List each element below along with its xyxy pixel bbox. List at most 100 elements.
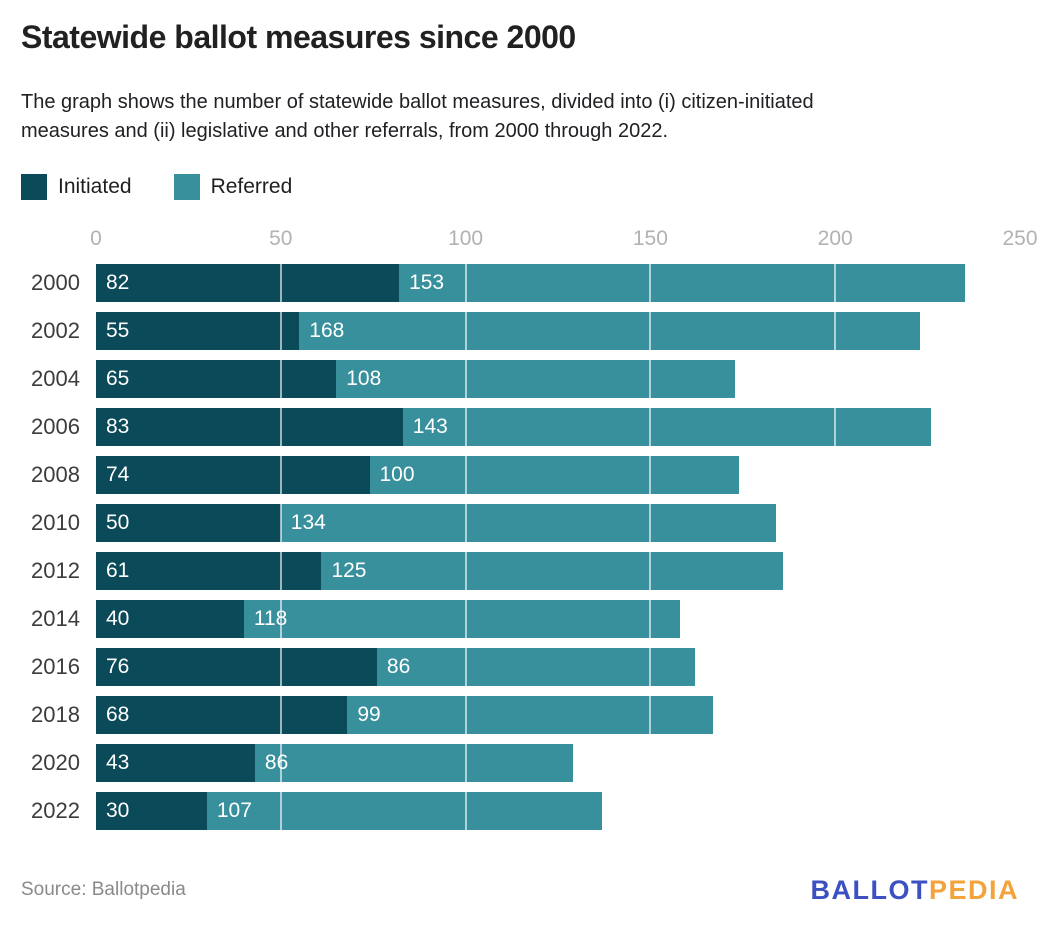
bar-value-label: 40 (106, 607, 130, 630)
bar-value-label: 118 (253, 607, 288, 630)
x-axis-tick: 200 (817, 227, 853, 250)
chart-row: 2022 30 107 (21, 792, 1020, 830)
legend-item-initiated: Initiated (21, 174, 132, 200)
logo-text-pedia: PEDIA (928, 875, 1019, 905)
chart-row: 2002 55 168 (21, 312, 1020, 350)
chart-row: 2012 61 125 (21, 552, 1020, 590)
gridline (834, 552, 837, 590)
x-axis: 0 50 100 150 200 250 (21, 227, 1037, 251)
bar-value-label: 143 (412, 415, 448, 438)
bar-segment-initiated: 83 (96, 408, 403, 446)
bar-track: 74 100 (96, 456, 1020, 494)
bar-segment-referred: 99 (347, 696, 714, 734)
bar-track: 30 107 (96, 792, 1020, 830)
bar-segment-referred: 168 (299, 312, 921, 350)
year-label: 2018 (31, 702, 80, 727)
bar-track: 65 108 (96, 360, 1020, 398)
bar-value-label: 86 (386, 655, 411, 678)
bar-segment-referred: 143 (402, 408, 932, 446)
bar-value-label: 108 (346, 367, 382, 390)
x-axis-tick: 0 (90, 227, 102, 250)
logo-text-ballot: BALLOT (810, 875, 929, 905)
year-label: 2016 (31, 654, 80, 679)
gridline (834, 360, 837, 398)
gridline (834, 456, 837, 494)
x-axis-tick: 50 (269, 227, 293, 250)
gridline (834, 744, 837, 782)
bar-track: 50 134 (96, 504, 1020, 542)
chart-description-line-1: The graph shows the number of statewide … (21, 91, 814, 113)
chart-row: 2000 82 153 (21, 264, 1020, 302)
chart-row: 2008 74 100 (21, 456, 1020, 494)
x-axis-tick: 250 (1002, 227, 1038, 250)
referred-swatch-icon (173, 174, 200, 200)
bar-segment-referred: 86 (376, 648, 695, 686)
chart-description-line-2: measures and (ii) legislative and other … (21, 120, 669, 142)
bar-segment-initiated: 30 (96, 792, 207, 830)
chart-row: 2020 43 86 (21, 744, 1020, 782)
x-axis-ticks: 0 50 100 150 200 250 (90, 227, 1037, 251)
bar-value-label: 86 (264, 751, 289, 774)
year-label: 2002 (31, 318, 80, 343)
gridline (834, 504, 837, 542)
bar-track: 40 118 (96, 600, 1020, 638)
bar-value-label: 61 (106, 559, 130, 582)
gridline (834, 648, 837, 686)
gridline (649, 744, 652, 782)
gridline (649, 792, 652, 830)
bar-value-label: 153 (409, 271, 445, 294)
bar-segment-referred: 100 (369, 456, 740, 494)
bar-track: 82 153 (96, 264, 1020, 302)
source-attribution: Source: Ballotpedia (21, 879, 186, 900)
chart-row: 2014 40 118 (21, 600, 1020, 638)
bar-segment-initiated: 61 (96, 552, 322, 590)
bar-segment-initiated: 50 (96, 504, 281, 542)
legend-item-referred: Referred (173, 174, 292, 200)
bar-value-label: 100 (379, 463, 415, 486)
year-label: 2014 (31, 606, 80, 631)
chart-row: 2006 83 143 (21, 408, 1020, 446)
bar-track: 83 143 (96, 408, 1020, 446)
bar-value-label: 50 (106, 511, 130, 534)
year-label: 2022 (31, 798, 80, 823)
bar-track: 68 99 (96, 696, 1020, 734)
axis-spacer (21, 227, 96, 251)
legend: Initiated Referred (21, 174, 1020, 200)
bar-chart: 2000 82 153 2002 55 168 2004 65 108 2006 83 143 2008… (21, 264, 1020, 830)
x-axis-tick: 150 (632, 227, 668, 250)
year-label: 2020 (31, 750, 80, 775)
year-label: 2008 (31, 462, 80, 487)
footer: Source: Ballotpedia BALLOTPEDIA (21, 874, 1019, 906)
bar-segment-initiated: 68 (96, 696, 348, 734)
gridline (834, 600, 837, 638)
bar-value-label: 82 (106, 271, 130, 294)
chart-row: 2004 65 108 (21, 360, 1020, 398)
initiated-swatch-icon (21, 174, 47, 200)
bar-track: 43 86 (96, 744, 1020, 782)
bar-value-label: 83 (106, 415, 130, 438)
bar-value-label: 55 (106, 319, 130, 342)
bar-value-label: 168 (309, 319, 345, 342)
bar-segment-initiated: 76 (96, 648, 377, 686)
bar-value-label: 65 (106, 367, 130, 390)
legend-label-initiated: Initiated (58, 175, 132, 198)
bar-segment-referred: 118 (243, 600, 680, 638)
bar-segment-initiated: 55 (96, 312, 300, 350)
gridline (834, 696, 837, 734)
bar-segment-initiated: 40 (96, 600, 244, 638)
year-label: 2012 (31, 558, 80, 583)
ballotpedia-logo: BALLOTPEDIA (810, 874, 1019, 906)
chart-row: 2010 50 134 (21, 504, 1020, 542)
year-label: 2010 (31, 510, 80, 535)
chart-description: The graph shows the number of statewide … (21, 88, 1020, 146)
year-label: 2006 (31, 414, 80, 439)
bar-value-label: 134 (290, 511, 326, 534)
bar-value-label: 43 (106, 751, 130, 774)
bar-segment-referred: 107 (206, 792, 603, 830)
page-title: Statewide ballot measures since 2000 (21, 19, 576, 55)
bar-segment-referred: 134 (280, 504, 777, 542)
year-label: 2000 (31, 270, 80, 295)
gridline (834, 792, 837, 830)
bar-segment-referred: 86 (254, 744, 573, 782)
